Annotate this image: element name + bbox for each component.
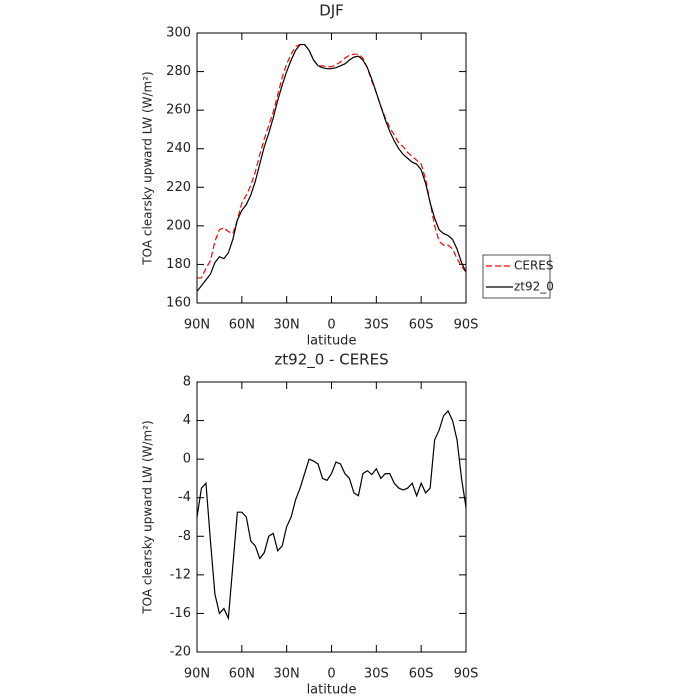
y-tick-label: 8 xyxy=(183,375,191,390)
y-tick-label: -4 xyxy=(178,490,191,505)
x-tick-label: 30N xyxy=(274,667,300,682)
y-tick-label: -20 xyxy=(170,645,191,660)
x-tick-label: 60S xyxy=(409,318,434,333)
legend-label: CERES xyxy=(514,259,554,273)
y-axis-label: TOA clearsky upward LW (W/m²) xyxy=(141,420,155,614)
y-tick-label: -12 xyxy=(170,567,191,582)
x-tick-label: 90N xyxy=(184,318,210,333)
x-tick-label: 90N xyxy=(184,667,210,682)
x-tick-label: 90S xyxy=(454,318,479,333)
chart-title: DJF xyxy=(319,2,344,20)
legend-label: zt92_0 xyxy=(514,280,554,294)
x-tick-label: 60N xyxy=(229,667,255,682)
plot-frame xyxy=(196,381,467,653)
y-tick-label: 200 xyxy=(166,218,191,233)
y-tick-label: 280 xyxy=(166,64,191,79)
y-tick-label: 180 xyxy=(166,257,191,272)
x-axis-label: latitude xyxy=(307,334,357,349)
x-tick-label: 30N xyxy=(274,318,300,333)
y-tick-label: -16 xyxy=(170,606,191,621)
x-tick-label: 60N xyxy=(229,318,255,333)
y-tick-label: 300 xyxy=(166,26,191,41)
y-tick-label: 220 xyxy=(166,180,191,195)
y-tick-label: 4 xyxy=(183,413,191,428)
y-axis-label: TOA clearsky upward LW (W/m²) xyxy=(141,71,155,265)
x-tick-label: 30S xyxy=(364,667,389,682)
line-series xyxy=(196,43,467,292)
line-series xyxy=(197,43,467,279)
x-tick-label: 0 xyxy=(327,667,335,682)
x-tick-label: 60S xyxy=(409,667,434,682)
line-series xyxy=(196,409,467,621)
x-tick-label: 0 xyxy=(327,318,335,333)
x-axis-label: latitude xyxy=(307,683,357,698)
y-tick-label: -8 xyxy=(178,529,191,544)
y-tick-label: 160 xyxy=(166,296,191,311)
plot-frame xyxy=(196,32,467,304)
y-tick-label: 240 xyxy=(166,141,191,156)
x-tick-label: 30S xyxy=(364,318,389,333)
legend-box xyxy=(482,254,551,299)
chart-title: zt92_0 - CERES xyxy=(274,351,388,370)
x-tick-label: 90S xyxy=(454,667,479,682)
y-tick-label: 260 xyxy=(166,103,191,118)
y-tick-label: 0 xyxy=(183,452,191,467)
